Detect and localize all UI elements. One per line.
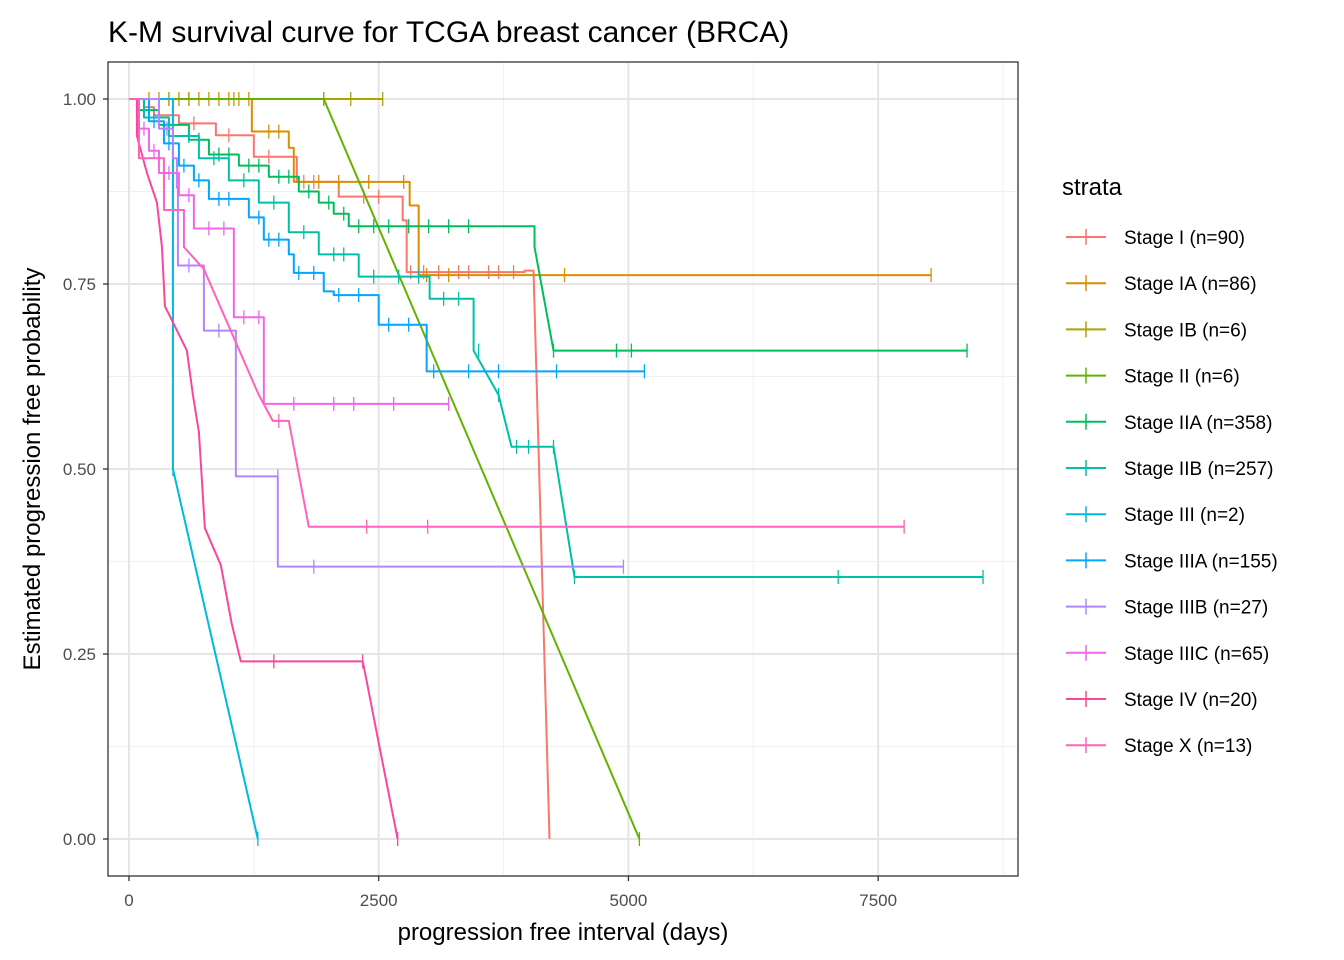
- series-9: [128, 98, 450, 411]
- legend-item-9: Stage IIIC (n=65): [1066, 644, 1269, 665]
- x-tick-label: 7500: [859, 891, 897, 910]
- plot-area: [108, 62, 1018, 876]
- legend-label: Stage I (n=90): [1124, 228, 1245, 249]
- x-tick-label: 5000: [610, 891, 648, 910]
- y-tick-label: 0.75: [63, 275, 96, 294]
- legend-label: Stage II (n=6): [1124, 367, 1240, 388]
- legend-item-4: Stage IIA (n=358): [1066, 413, 1272, 434]
- legend-label: Stage IIA (n=358): [1124, 413, 1272, 434]
- y-tick-label: 0.25: [63, 645, 96, 664]
- series-3: [128, 92, 641, 846]
- legend-title: strata: [1062, 174, 1123, 201]
- legend-item-2: Stage IB (n=6): [1066, 320, 1247, 341]
- legend-item-3: Stage II (n=6): [1066, 367, 1240, 388]
- legend-item-7: Stage IIIA (n=155): [1066, 551, 1278, 572]
- series-line: [128, 98, 624, 568]
- legend-label: Stage IIIB (n=27): [1124, 598, 1268, 619]
- series-line: [128, 98, 932, 277]
- legend-item-11: Stage X (n=13): [1066, 736, 1252, 757]
- legend-item-8: Stage IIIB (n=27): [1066, 598, 1268, 619]
- legend: strata Stage I (n=90) Stage IA (n=86) Stag…: [1062, 174, 1278, 757]
- y-tick-label: 0.50: [63, 460, 96, 479]
- x-tick-label: 2500: [360, 891, 398, 910]
- legend-label: Stage IIIC (n=65): [1124, 644, 1269, 665]
- x-axis-title: progression free interval (days): [398, 919, 729, 946]
- x-tick-label: 0: [124, 891, 133, 910]
- series-line: [128, 98, 645, 373]
- legend-item-10: Stage IV (n=20): [1066, 690, 1258, 711]
- series-8: [128, 98, 625, 574]
- series-line: [128, 98, 905, 528]
- legend-label: Stage IIB (n=257): [1124, 459, 1273, 480]
- legend-item-6: Stage III (n=2): [1066, 505, 1245, 526]
- legend-label: Stage IA (n=86): [1124, 274, 1257, 295]
- chart-title: K-M survival curve for TCGA breast cance…: [108, 16, 789, 49]
- legend-item-1: Stage IA (n=86): [1066, 274, 1257, 295]
- series-11: [128, 98, 905, 534]
- series-line: [128, 98, 551, 840]
- legend-label: Stage X (n=13): [1124, 736, 1252, 757]
- legend-item-0: Stage I (n=90): [1066, 228, 1245, 249]
- series-7: [128, 98, 646, 379]
- axes: 0 2500 5000 7500 0.00 0.25 0.50 0.75 1.00: [63, 61, 1019, 910]
- legend-label: Stage IB (n=6): [1124, 320, 1247, 341]
- legend-item-5: Stage IIB (n=257): [1066, 459, 1273, 480]
- y-axis-title: Estimated progression free probability: [19, 268, 46, 671]
- series-10: [128, 98, 399, 846]
- legend-label: Stage IV (n=20): [1124, 690, 1258, 711]
- y-tick-label: 1.00: [63, 90, 96, 109]
- legend-label: Stage IIIA (n=155): [1124, 551, 1278, 572]
- legend-label: Stage III (n=2): [1124, 505, 1245, 526]
- y-tick-label: 0.00: [63, 830, 96, 849]
